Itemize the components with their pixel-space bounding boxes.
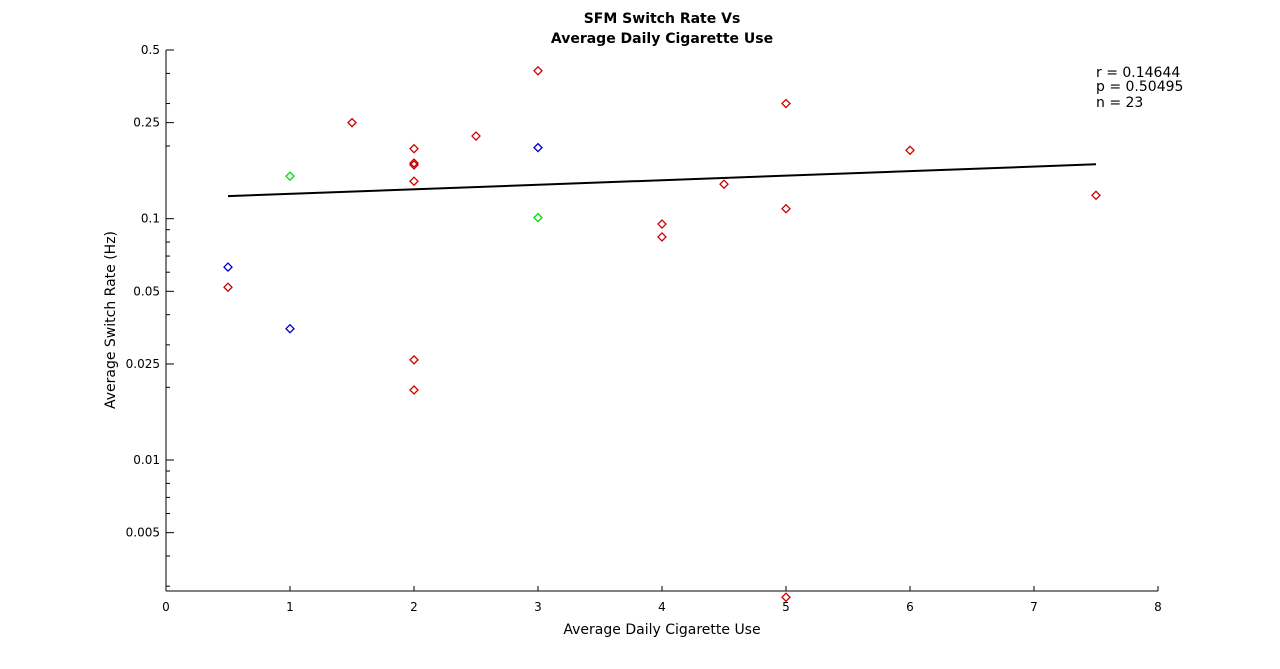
x-tick-label: 3 <box>534 600 542 614</box>
data-points <box>223 65 1101 603</box>
y-tick-label: 0.005 <box>126 526 160 540</box>
data-point <box>347 117 357 128</box>
data-point <box>533 65 543 76</box>
data-point <box>1091 190 1101 201</box>
data-point <box>657 219 667 229</box>
data-point <box>781 592 791 603</box>
data-point <box>657 232 667 242</box>
data-point <box>533 142 543 153</box>
x-ticks: 0 1 2 3 4 5 6 7 8 <box>162 586 1162 614</box>
x-tick-label: 7 <box>1030 600 1038 614</box>
data-point <box>285 171 295 182</box>
data-point <box>223 262 233 273</box>
x-tick-label: 8 <box>1154 600 1162 614</box>
data-point <box>409 160 419 170</box>
data-point <box>409 143 419 154</box>
y-tick-label: 0.01 <box>133 453 160 467</box>
y-axis-label: Average Switch Rate (Hz) <box>103 231 119 409</box>
y-tick-label: 0.05 <box>133 284 160 298</box>
data-point <box>719 179 729 190</box>
data-point <box>409 385 419 395</box>
axes <box>165 50 1158 592</box>
x-tick-label: 4 <box>658 600 666 614</box>
regression-line <box>227 163 1097 198</box>
y-tick-label: 0.25 <box>133 116 160 130</box>
chart-title-line-1: SFM Switch Rate Vs <box>584 11 741 27</box>
data-point <box>409 176 419 187</box>
x-tick-label: 6 <box>906 600 914 614</box>
stats-r: r = 0.14644 <box>1096 65 1180 81</box>
x-tick-label: 0 <box>162 600 170 614</box>
x-axis-label: Average Daily Cigarette Use <box>563 622 760 638</box>
data-point <box>533 212 543 223</box>
chart-title: SFM Switch Rate Vs Average Daily Cigaret… <box>551 11 773 47</box>
chart-title-line-2: Average Daily Cigarette Use <box>551 31 773 47</box>
x-tick-label: 1 <box>286 600 294 614</box>
fit-line <box>227 163 1097 198</box>
data-point <box>781 203 791 214</box>
y-tick-label: 0.5 <box>141 43 160 57</box>
data-point <box>223 282 233 293</box>
stats-p: p = 0.50495 <box>1096 79 1183 95</box>
stats-box: r = 0.14644 p = 0.50495 n = 23 <box>1096 65 1183 111</box>
data-point <box>409 354 419 365</box>
data-point <box>905 145 915 156</box>
data-point <box>781 98 791 109</box>
y-ticks: 0.005 0.01 0.025 0.05 0.1 0.25 0.5 <box>126 43 174 587</box>
data-point <box>285 323 295 334</box>
x-tick-label: 5 <box>782 600 790 614</box>
x-tick-label: 2 <box>410 600 418 614</box>
stats-n: n = 23 <box>1096 95 1143 111</box>
data-point <box>409 158 419 168</box>
y-tick-label: 0.1 <box>141 212 160 226</box>
y-tick-label: 0.025 <box>126 357 160 371</box>
data-point <box>471 131 481 141</box>
